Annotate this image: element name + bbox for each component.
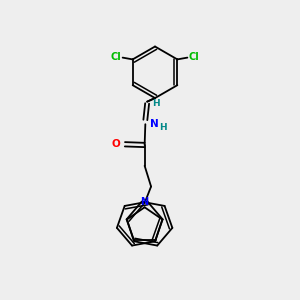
Text: H: H bbox=[152, 99, 159, 108]
Text: Cl: Cl bbox=[110, 52, 121, 62]
Text: O: O bbox=[112, 139, 120, 149]
Text: Cl: Cl bbox=[189, 52, 200, 62]
Text: H: H bbox=[159, 123, 166, 132]
Text: N: N bbox=[141, 196, 149, 207]
Text: N: N bbox=[150, 118, 159, 128]
